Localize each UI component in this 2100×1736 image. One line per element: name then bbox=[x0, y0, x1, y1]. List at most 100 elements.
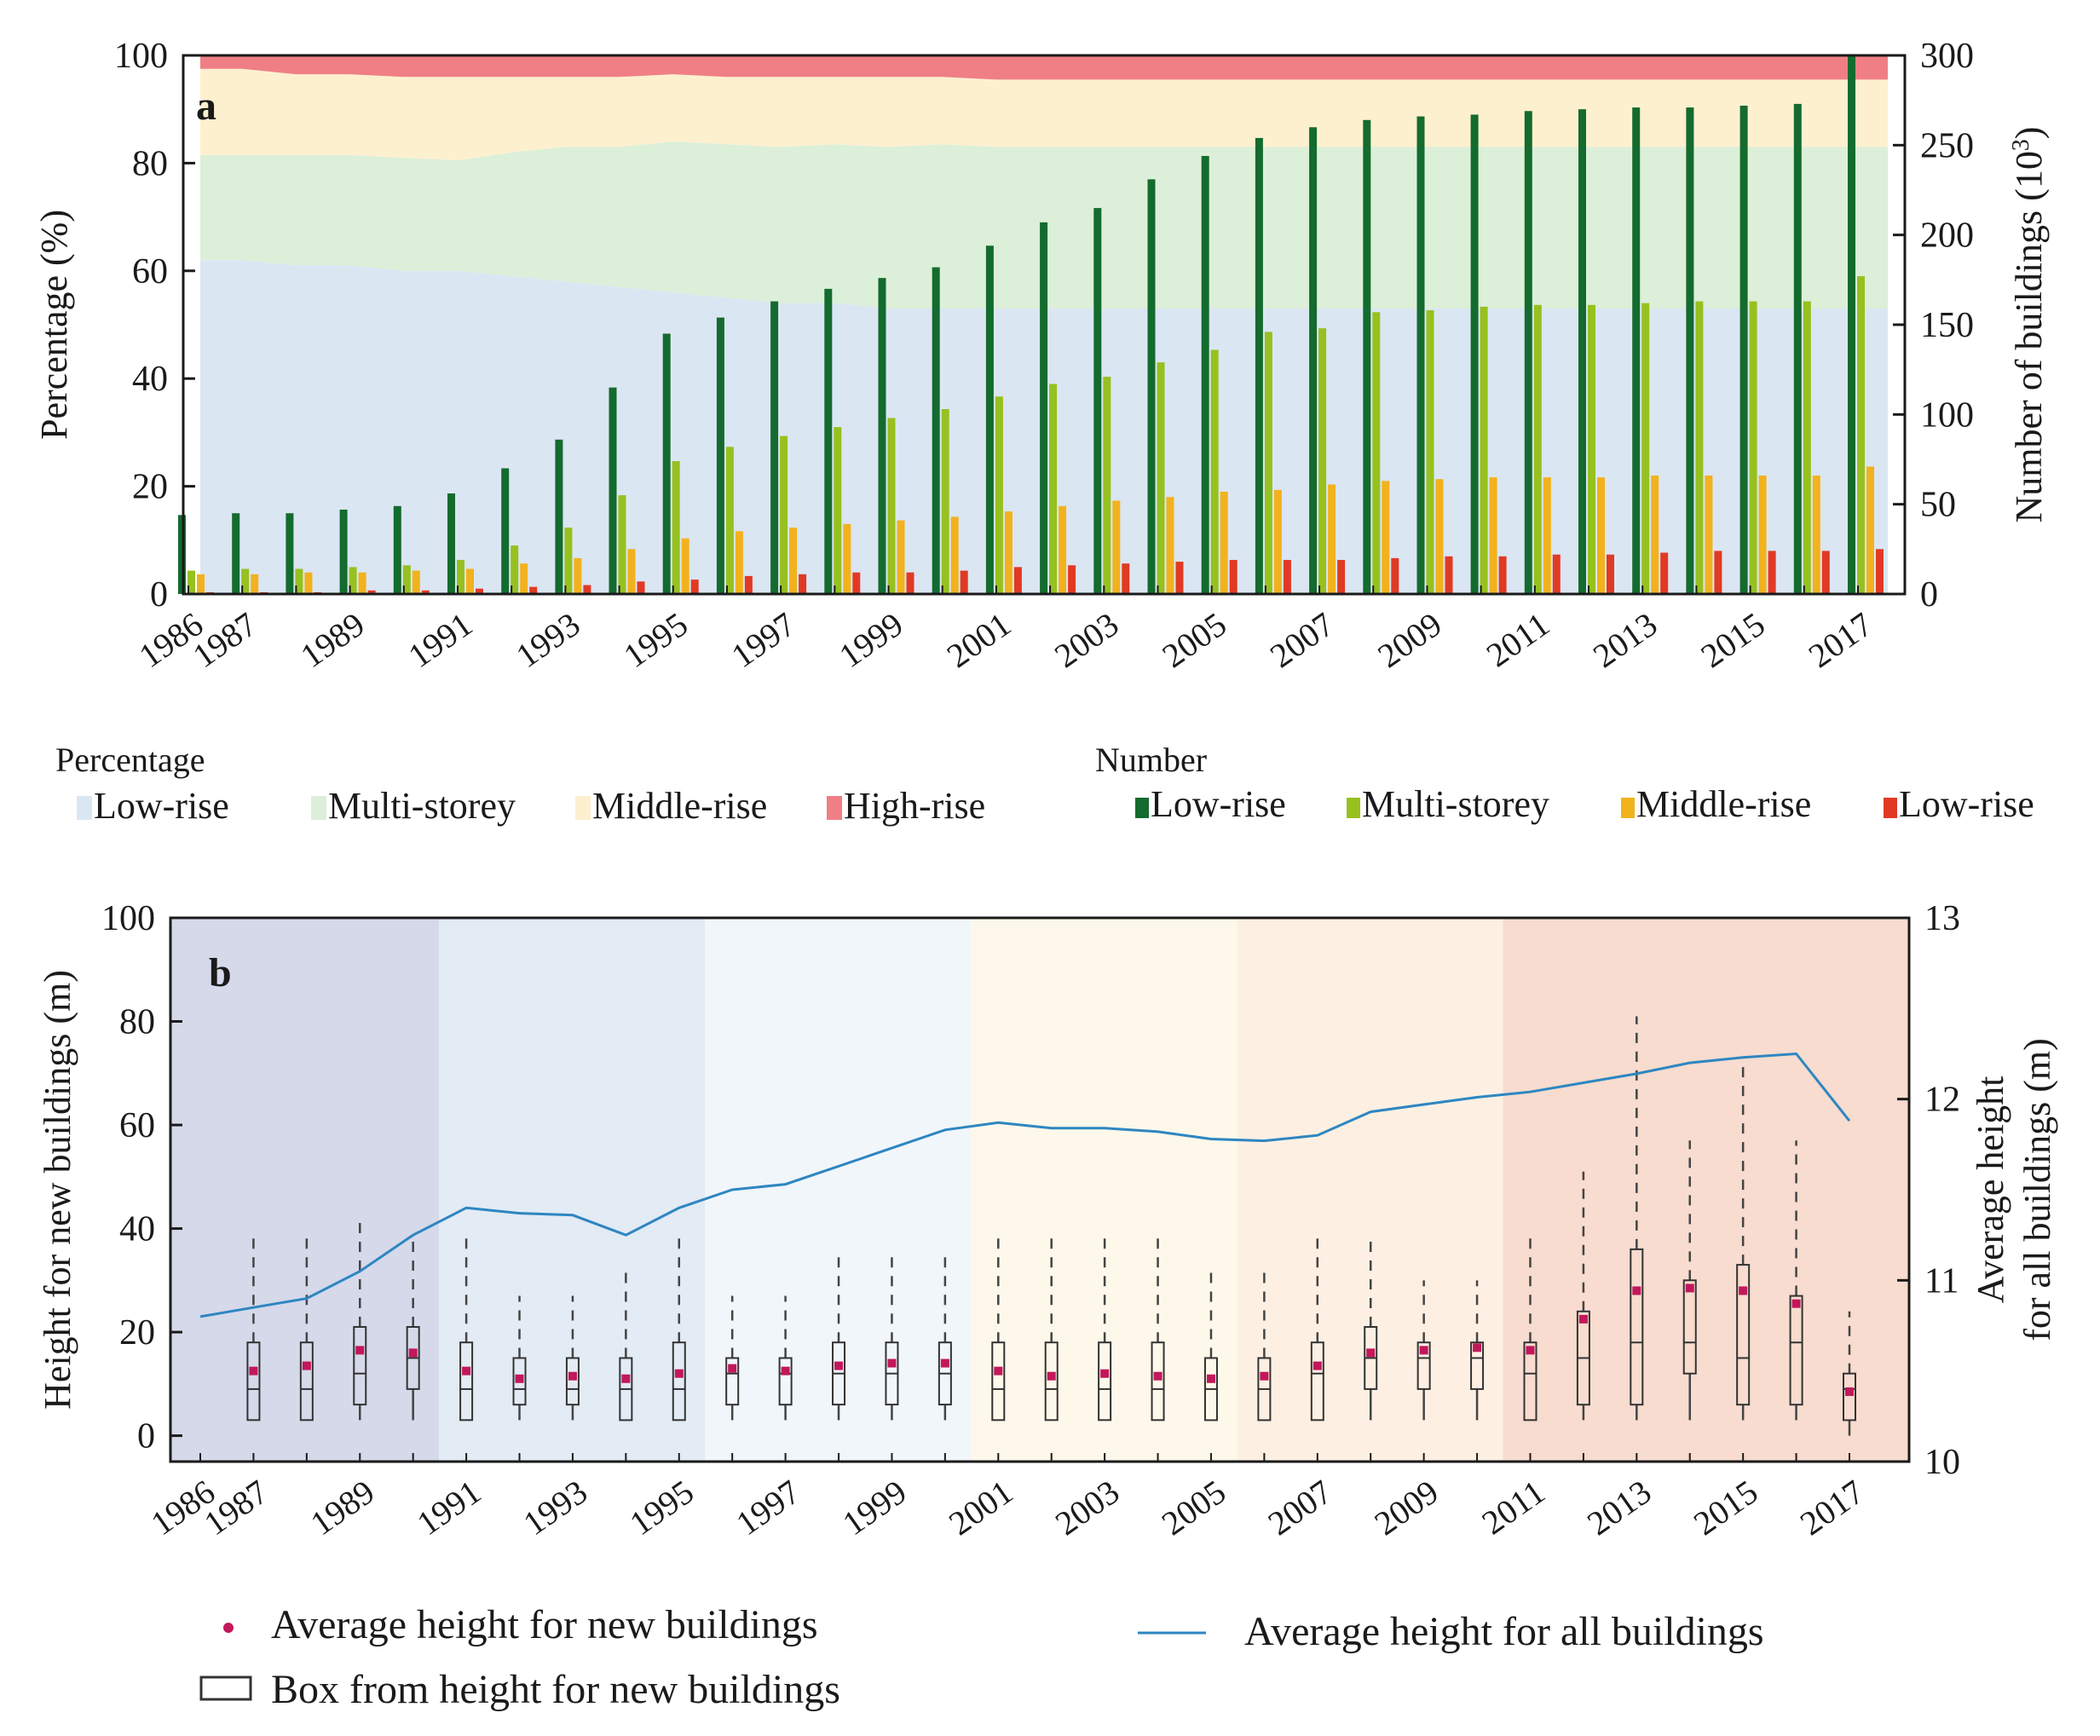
tick-label-year: 2013 bbox=[1580, 1473, 1658, 1543]
mean-marker bbox=[1047, 1371, 1056, 1381]
bar-middle-rise-1992 bbox=[520, 563, 528, 594]
bar-multi-storey-2017 bbox=[1857, 276, 1865, 594]
bar-middle-rise-2003 bbox=[1112, 500, 1121, 594]
tick-label-right: 100 bbox=[1920, 395, 1974, 435]
mean-marker bbox=[1473, 1343, 1482, 1352]
bar-multi-storey-2016 bbox=[1803, 301, 1811, 594]
tick-label-right: 10 bbox=[1924, 1443, 1960, 1482]
boxplot-2005 bbox=[1203, 1265, 1218, 1422]
bar-low-rise-2009 bbox=[1445, 556, 1453, 594]
tick-label-year: 2011 bbox=[1475, 1473, 1552, 1543]
bar-middle-rise-2002 bbox=[1059, 505, 1067, 594]
bar-low-rise-1998 bbox=[824, 288, 833, 594]
bar-low-rise-2017 bbox=[1848, 55, 1855, 594]
bar-middle-rise-1989 bbox=[358, 572, 366, 594]
bar-middle-rise-1995 bbox=[681, 538, 689, 594]
boxplot-1989 bbox=[353, 1218, 367, 1421]
bar-multi-storey-2005 bbox=[1210, 349, 1219, 594]
bar-multi-storey-1994 bbox=[618, 495, 626, 594]
period-band bbox=[705, 918, 972, 1462]
mean-marker bbox=[249, 1366, 258, 1376]
legend-label: Middle-rise bbox=[592, 785, 767, 827]
tick-label-year: 1991 bbox=[401, 605, 479, 676]
tick-label-year: 1993 bbox=[509, 605, 586, 676]
bar-multi-storey-1991 bbox=[457, 560, 464, 594]
bar-low-rise-1992 bbox=[501, 468, 510, 594]
bar-low-rise-2009 bbox=[1416, 116, 1425, 595]
bar-low-rise-1996 bbox=[744, 575, 753, 594]
bar-middle-rise-2010 bbox=[1489, 477, 1497, 594]
bar-middle-rise-2001 bbox=[1004, 511, 1012, 594]
box-layer bbox=[246, 1016, 1856, 1436]
bar-middle-rise-2005 bbox=[1220, 491, 1228, 594]
period-band bbox=[1237, 918, 1503, 1462]
tick-label-year: 1997 bbox=[729, 1473, 806, 1543]
bar-low-rise-2008 bbox=[1391, 557, 1399, 594]
bar-multi-storey-2014 bbox=[1695, 301, 1704, 594]
mean-marker bbox=[355, 1346, 365, 1355]
bar-low-rise-1997 bbox=[799, 574, 807, 594]
panel-b-right-axis-title-line1: Average height bbox=[1970, 1076, 2011, 1304]
boxplot-2007 bbox=[1310, 1233, 1324, 1422]
bar-low-rise-2004 bbox=[1175, 562, 1184, 594]
tick-label-year: 1999 bbox=[832, 605, 909, 676]
tick-label-right: 11 bbox=[1924, 1261, 1959, 1301]
avg-height-all-line bbox=[199, 1052, 1851, 1318]
box bbox=[353, 1326, 367, 1406]
mean-marker bbox=[1260, 1371, 1269, 1381]
tick-label-right: 50 bbox=[1920, 486, 1956, 525]
bar-multi-storey-2001 bbox=[995, 396, 1003, 594]
boxplot-1998 bbox=[832, 1249, 846, 1421]
legend-label: Multi-storey bbox=[328, 785, 516, 827]
boxplot-1990 bbox=[406, 1233, 420, 1421]
bar-low-rise-2000 bbox=[960, 570, 968, 594]
box bbox=[1630, 1248, 1644, 1406]
mean-marker bbox=[887, 1358, 897, 1368]
tick-label-left: 0 bbox=[150, 575, 168, 614]
tick-label-year: 1999 bbox=[835, 1473, 913, 1543]
bar-multi-storey-2007 bbox=[1318, 328, 1327, 594]
mean-marker bbox=[1312, 1361, 1322, 1370]
legend-swatch bbox=[77, 796, 92, 820]
bar-low-rise-2003 bbox=[1122, 563, 1130, 594]
bar-multi-storey-2000 bbox=[941, 409, 949, 594]
panel-a-label: a bbox=[196, 84, 216, 129]
tick-label-year: 1989 bbox=[293, 605, 371, 676]
panel-a-legend: Percentage Number Low-rise Multi-storey Mi… bbox=[55, 741, 2034, 827]
bar-low-rise-2017 bbox=[1876, 549, 1884, 594]
mean-marker bbox=[1206, 1374, 1215, 1383]
legend-label: Middle-rise bbox=[1636, 783, 1811, 825]
bar-multi-storey-2012 bbox=[1588, 304, 1595, 594]
bar-low-rise-2007 bbox=[1337, 560, 1346, 594]
boxplot-1996 bbox=[725, 1295, 740, 1421]
tick-label-left: 40 bbox=[132, 360, 168, 399]
tick-label-left: 100 bbox=[101, 899, 155, 938]
panel-b-left-axis-title: Height for new buildings (m) bbox=[37, 970, 78, 1410]
bar-low-rise-2010 bbox=[1470, 114, 1479, 594]
box bbox=[246, 1341, 261, 1422]
mean-marker bbox=[834, 1361, 844, 1370]
boxplot-1992 bbox=[512, 1295, 527, 1421]
bar-low-rise-1989 bbox=[367, 590, 376, 594]
bar-low-rise-1990 bbox=[393, 505, 401, 594]
legend-number-title: Number bbox=[1095, 741, 1207, 779]
tick-label-right: 12 bbox=[1924, 1081, 1960, 1120]
bar-middle-rise-2011 bbox=[1543, 477, 1551, 594]
box bbox=[1523, 1341, 1538, 1422]
tick-label-year: 1987 bbox=[197, 1473, 274, 1543]
legend-swatch bbox=[1621, 798, 1635, 818]
bar-middle-rise-2017 bbox=[1866, 466, 1874, 594]
bar-multi-storey-1999 bbox=[887, 418, 896, 594]
box bbox=[512, 1357, 527, 1406]
legend-swatch bbox=[1135, 798, 1149, 818]
boxplot-1994 bbox=[619, 1265, 633, 1422]
tick-label-left: 80 bbox=[132, 144, 168, 183]
bar-middle-rise-1996 bbox=[735, 531, 743, 594]
boxplot-2017 bbox=[1843, 1311, 1856, 1436]
bar-middle-rise-1988 bbox=[304, 572, 313, 594]
box bbox=[778, 1357, 793, 1406]
bar-multi-storey-1987 bbox=[241, 568, 250, 594]
